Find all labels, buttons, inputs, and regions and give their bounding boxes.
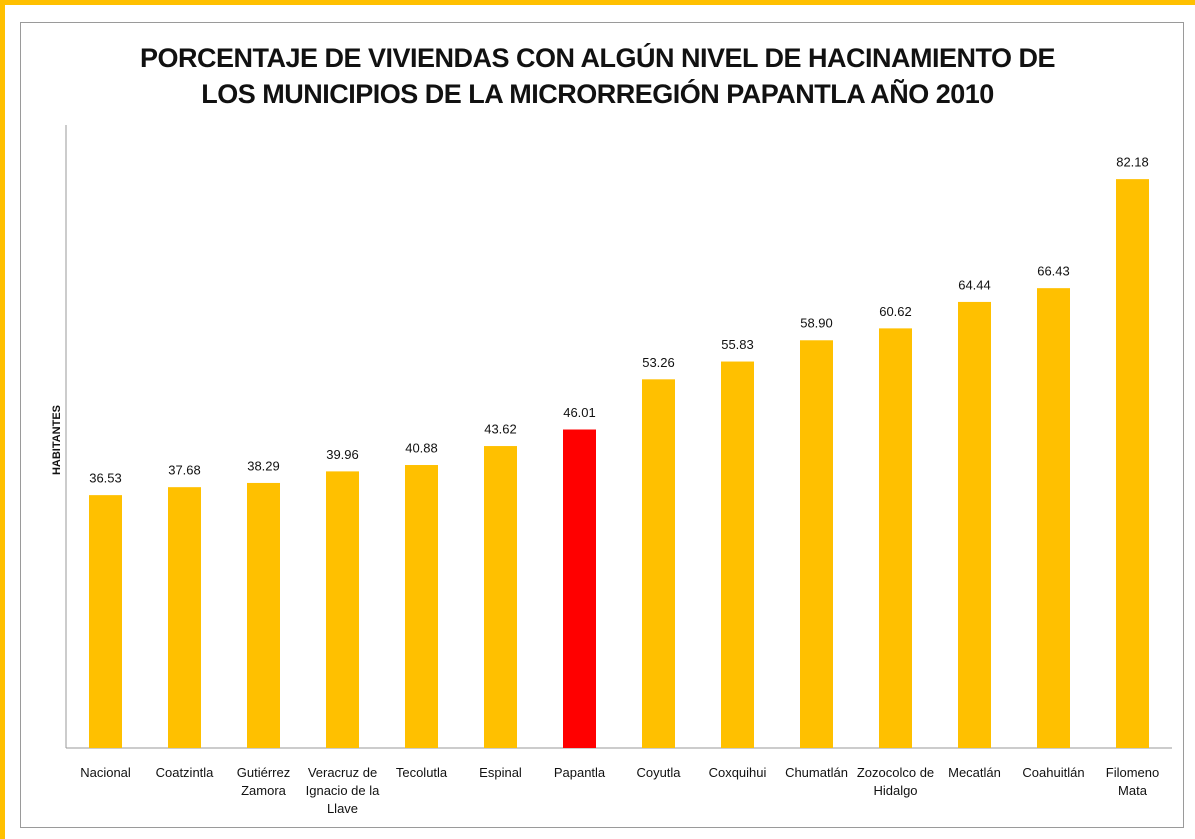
bar (405, 465, 438, 748)
x-tick-label: Nacional (80, 765, 131, 780)
bar (563, 429, 596, 748)
bar (958, 301, 991, 748)
chart-title: PORCENTAJE DE VIVIENDAS CON ALGÚN NIVEL … (139, 43, 1056, 109)
bar (326, 471, 359, 748)
bar (89, 495, 122, 748)
x-tick-label: Coahuitlán (1022, 765, 1085, 780)
bar (800, 340, 833, 748)
x-tick-label: Papantla (553, 765, 606, 780)
bar (247, 482, 280, 748)
data-label: 53.26 (642, 355, 675, 370)
x-tick-label: Chumatlán (785, 765, 848, 780)
inner-frame (20, 22, 1184, 828)
bar (168, 487, 201, 748)
bar (484, 446, 517, 748)
data-label: 40.88 (405, 440, 438, 455)
data-label: 82.18 (1116, 155, 1149, 170)
data-label: 55.83 (721, 337, 754, 352)
x-tick-label: Mecatlán (948, 765, 1001, 780)
x-tick-label: Veracruz de Ignacio de la Llave (305, 765, 380, 816)
data-label: 60.62 (879, 304, 912, 319)
bar (721, 361, 754, 748)
data-label: 43.62 (484, 421, 517, 436)
bar (642, 379, 675, 748)
y-axis-label: HABITANTES (51, 405, 63, 475)
data-label: 64.44 (958, 277, 991, 292)
data-label: 66.43 (1037, 264, 1070, 279)
data-label: 37.68 (168, 463, 201, 478)
x-tick-label: Coatzintla (155, 765, 214, 780)
x-tick-label: Zozocolco de Hidalgo (856, 765, 935, 798)
x-tick-label: Coxquihui (708, 765, 767, 780)
x-tick-label: Gutiérrez Zamora (236, 765, 291, 798)
data-label: 39.96 (326, 447, 359, 462)
x-tick-label: Tecolutla (395, 765, 448, 780)
data-label: 36.53 (89, 471, 122, 486)
bar (1116, 179, 1149, 748)
x-tick-label: Espinal (479, 765, 522, 780)
bar (879, 328, 912, 748)
data-label: 38.29 (247, 458, 280, 473)
bar (1037, 288, 1070, 748)
x-tick-label: Filomeno Mata (1105, 765, 1160, 798)
data-label: 46.01 (563, 405, 596, 420)
data-label: 58.90 (800, 316, 833, 331)
x-tick-label: Coyutla (636, 765, 681, 780)
